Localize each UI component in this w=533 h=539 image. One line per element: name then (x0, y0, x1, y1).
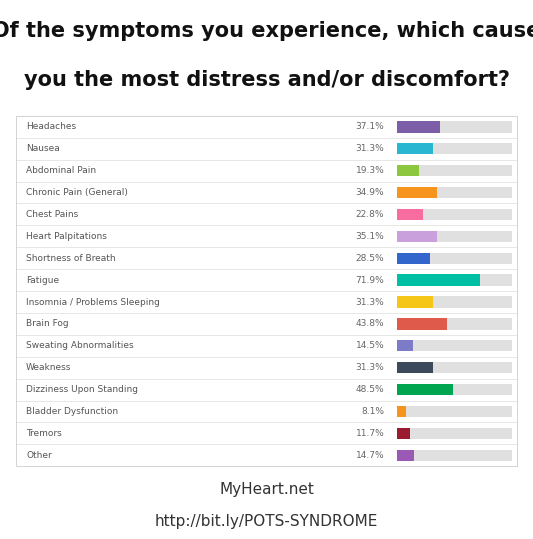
Bar (397, 362, 512, 374)
Bar (397, 187, 437, 198)
Text: Dizziness Upon Standing: Dizziness Upon Standing (26, 385, 138, 394)
Text: 37.1%: 37.1% (356, 122, 384, 132)
Text: Weakness: Weakness (26, 363, 71, 372)
Bar (397, 209, 512, 220)
Bar (397, 406, 512, 417)
Bar (397, 428, 410, 439)
Text: 31.3%: 31.3% (356, 144, 384, 153)
Text: 31.3%: 31.3% (356, 363, 384, 372)
Bar (397, 296, 433, 308)
Text: Insomnia / Problems Sleeping: Insomnia / Problems Sleeping (26, 298, 160, 307)
Bar (397, 340, 414, 351)
Bar (397, 209, 423, 220)
Text: MyHeart.net: MyHeart.net (219, 482, 314, 497)
Bar (397, 121, 440, 133)
Bar (397, 252, 430, 264)
Bar (397, 362, 433, 374)
Text: Of the symptoms you experience, which cause: Of the symptoms you experience, which ca… (0, 21, 533, 41)
Bar (397, 450, 512, 461)
Bar (397, 450, 414, 461)
Bar (397, 143, 433, 154)
Text: 14.5%: 14.5% (356, 341, 384, 350)
Bar (397, 384, 512, 395)
Text: Bladder Dysfunction: Bladder Dysfunction (26, 407, 118, 416)
Text: 43.8%: 43.8% (356, 320, 384, 328)
Text: Brain Fog: Brain Fog (26, 320, 69, 328)
Bar (397, 231, 512, 242)
Bar (397, 187, 512, 198)
Text: Other: Other (26, 451, 52, 460)
Text: Sweating Abnormalities: Sweating Abnormalities (26, 341, 134, 350)
Text: 48.5%: 48.5% (356, 385, 384, 394)
Bar (397, 384, 453, 395)
Bar (397, 340, 512, 351)
Text: 71.9%: 71.9% (356, 275, 384, 285)
Text: http://bit.ly/POTS-SYNDROME: http://bit.ly/POTS-SYNDROME (155, 514, 378, 529)
Text: Tremors: Tremors (26, 429, 62, 438)
Text: 28.5%: 28.5% (356, 254, 384, 262)
Bar (397, 165, 419, 176)
Text: Chronic Pain (General): Chronic Pain (General) (26, 188, 128, 197)
Bar (397, 121, 512, 133)
Bar (397, 296, 512, 308)
Text: 35.1%: 35.1% (356, 232, 384, 241)
Text: 8.1%: 8.1% (361, 407, 384, 416)
Bar (397, 406, 406, 417)
Text: Fatigue: Fatigue (26, 275, 59, 285)
Bar (397, 231, 437, 242)
Text: Nausea: Nausea (26, 144, 60, 153)
Bar (397, 274, 512, 286)
Text: 22.8%: 22.8% (356, 210, 384, 219)
Text: Abdominal Pain: Abdominal Pain (26, 166, 96, 175)
Bar (397, 252, 512, 264)
Bar (397, 318, 447, 329)
Bar (397, 318, 512, 329)
Text: you the most distress and/or discomfort?: you the most distress and/or discomfort? (23, 70, 510, 89)
Text: Headaches: Headaches (26, 122, 76, 132)
Text: Chest Pains: Chest Pains (26, 210, 78, 219)
Bar (397, 274, 480, 286)
Bar (397, 428, 512, 439)
Text: 31.3%: 31.3% (356, 298, 384, 307)
Text: 14.7%: 14.7% (356, 451, 384, 460)
Text: Shortness of Breath: Shortness of Breath (26, 254, 116, 262)
Bar (397, 165, 512, 176)
Text: Heart Palpitations: Heart Palpitations (26, 232, 107, 241)
Bar (397, 143, 512, 154)
Text: 11.7%: 11.7% (356, 429, 384, 438)
Text: 19.3%: 19.3% (356, 166, 384, 175)
Text: 34.9%: 34.9% (356, 188, 384, 197)
